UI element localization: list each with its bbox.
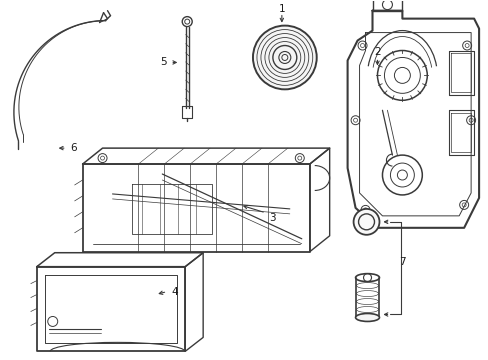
Text: 7: 7 (398, 257, 405, 267)
Text: 5: 5 (160, 58, 166, 67)
Text: 1: 1 (278, 4, 285, 14)
Text: 4: 4 (171, 287, 177, 297)
Text: 3: 3 (269, 213, 276, 223)
Text: 6: 6 (70, 143, 77, 153)
Text: 2: 2 (373, 48, 380, 58)
Circle shape (252, 26, 316, 89)
Ellipse shape (355, 314, 379, 321)
Circle shape (353, 209, 379, 235)
